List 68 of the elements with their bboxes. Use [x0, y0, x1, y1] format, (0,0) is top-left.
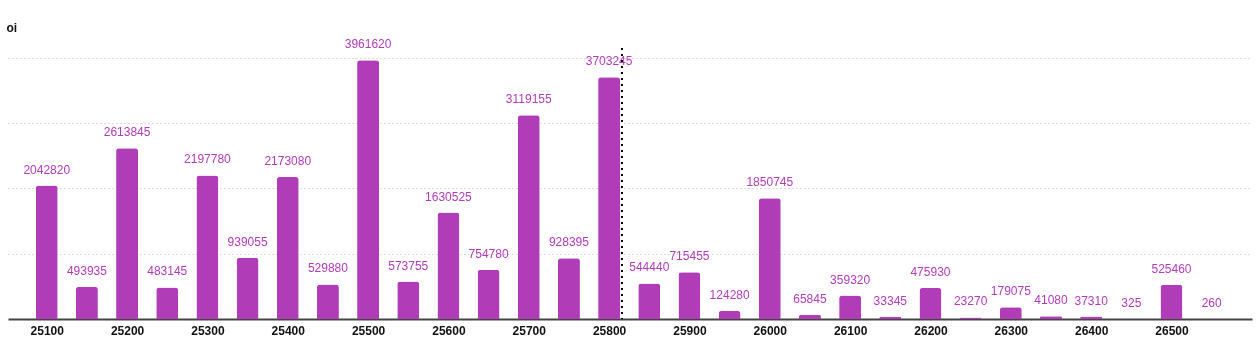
bar [598, 77, 621, 319]
bar [678, 272, 701, 319]
bar [557, 258, 580, 319]
x-tick-label: 26300 [994, 323, 1029, 338]
data-label: 475930 [910, 264, 951, 279]
x-tick-label: 26200 [914, 323, 948, 338]
x-tick-label: 25900 [673, 323, 707, 338]
bar [1160, 284, 1183, 319]
data-label: 2197780 [184, 152, 232, 167]
x-tick-label: 25700 [512, 323, 547, 338]
data-label: 260 [1201, 295, 1222, 310]
data-label: 544440 [629, 260, 670, 275]
data-label: 939055 [227, 234, 268, 249]
data-label: 2173080 [264, 154, 312, 169]
data-label: 2613845 [103, 125, 151, 140]
bar [477, 269, 500, 319]
data-label: 928395 [548, 235, 590, 250]
bar [758, 198, 781, 319]
bar [75, 286, 98, 319]
bar [35, 185, 58, 319]
bar [357, 60, 380, 319]
data-label: 124280 [709, 287, 750, 302]
bar [517, 115, 540, 319]
bar [638, 283, 661, 319]
data-label: 179075 [990, 284, 1032, 299]
bar [839, 295, 862, 319]
x-tick-label: 25800 [592, 323, 627, 338]
bar [156, 287, 179, 319]
x-tick-label: 26400 [1074, 323, 1109, 338]
data-label: 359320 [830, 272, 871, 287]
x-tick-label: 25200 [110, 323, 145, 338]
data-label: 23270 [953, 294, 988, 309]
bar [196, 175, 219, 319]
data-label: 3119155 [505, 92, 553, 107]
y-axis-title: oi [6, 20, 18, 35]
x-tick-label: 25400 [271, 323, 306, 338]
data-label: 2042820 [23, 162, 71, 177]
bar [919, 287, 942, 319]
data-label: 529880 [307, 261, 349, 276]
data-label: 325 [1121, 295, 1142, 310]
bar [316, 284, 339, 319]
data-label: 573755 [388, 258, 429, 273]
bar [116, 148, 139, 319]
data-label: 525460 [1151, 261, 1192, 276]
x-tick-label: 26500 [1155, 323, 1189, 338]
x-tick-label: 26000 [753, 323, 788, 338]
x-tick-label: 25500 [351, 323, 386, 338]
bar [236, 257, 259, 319]
x-tick-label: 25600 [432, 323, 466, 338]
data-label: 754780 [468, 246, 509, 261]
x-tick-label: 25100 [30, 323, 65, 338]
bar [276, 177, 299, 319]
data-label: 65845 [793, 291, 827, 306]
data-label: 1630525 [425, 189, 473, 204]
bar [437, 212, 460, 319]
data-label: 493935 [66, 263, 108, 278]
data-label: 3961620 [344, 37, 392, 52]
x-tick-label: 26100 [833, 323, 868, 338]
data-label: 715455 [669, 249, 710, 264]
data-label: 1850745 [746, 175, 794, 190]
data-label: 3703245 [585, 54, 633, 69]
bar [397, 281, 420, 319]
x-tick-label: 25300 [191, 323, 225, 338]
data-label: 33345 [873, 293, 908, 308]
bar [718, 310, 741, 319]
data-label: 37310 [1074, 293, 1109, 308]
data-label: 41080 [1034, 293, 1068, 308]
data-label: 483145 [147, 264, 188, 279]
